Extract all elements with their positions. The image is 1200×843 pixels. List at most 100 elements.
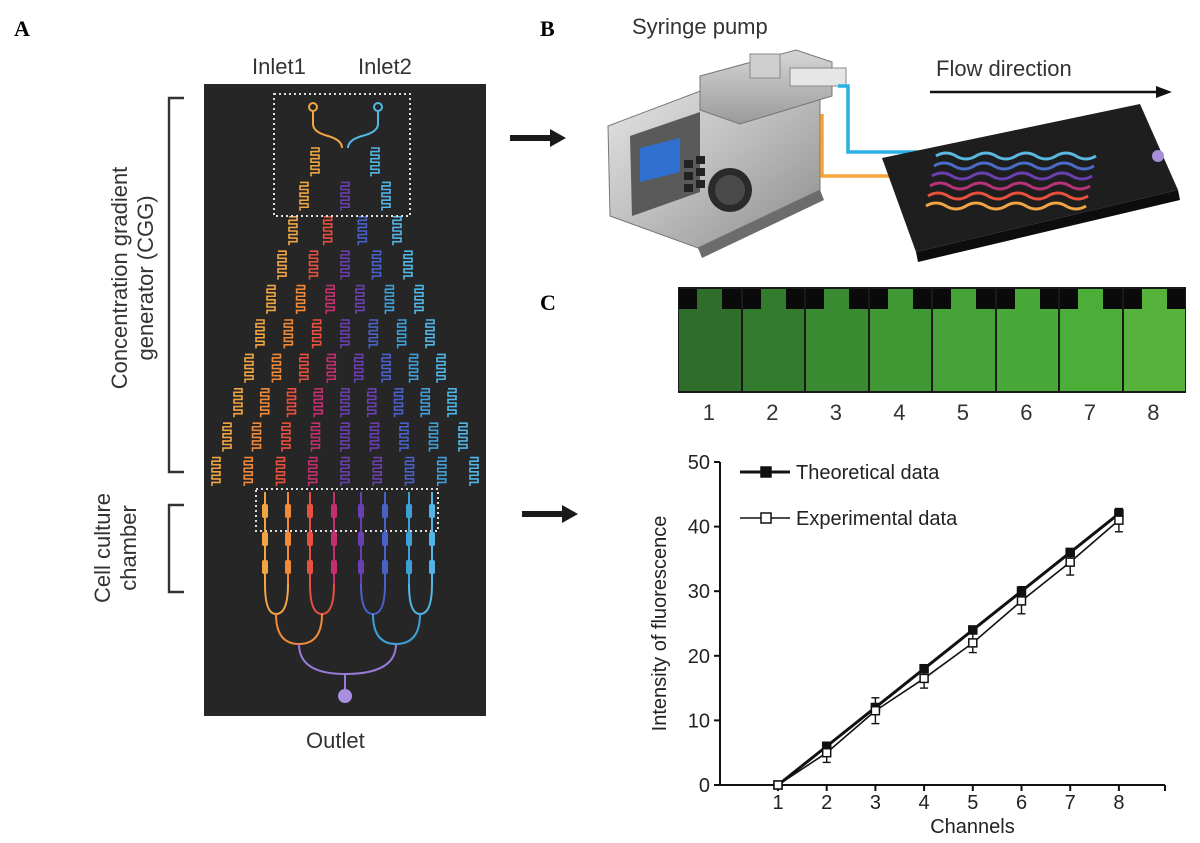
- serpentine-channel: [404, 456, 415, 486]
- serpentine-channel: [283, 319, 294, 349]
- serpentine-channel: [436, 353, 446, 383]
- serpentine-channel: [222, 422, 232, 452]
- serpentine-channel: [340, 388, 350, 418]
- serpentine-channel: [299, 353, 309, 383]
- outlet-port: [338, 689, 352, 703]
- chamber-notch: [1123, 289, 1142, 309]
- chamber-notch: [849, 289, 868, 309]
- cgg-label-line1: Concentration gradient: [107, 166, 132, 390]
- serpentine-channel: [299, 181, 309, 211]
- serpentine-channel: [357, 216, 368, 246]
- y-tick-label: 10: [688, 710, 710, 732]
- x-tick-label: 8: [1113, 792, 1124, 814]
- y-axis-label: Intensity of fluorescence: [649, 516, 671, 732]
- chamber-notch: [806, 289, 825, 309]
- serpentine-channel: [311, 319, 322, 349]
- channel-number-label: 3: [829, 400, 842, 425]
- serpentine-channel: [381, 181, 391, 211]
- culture-chamber: [429, 504, 435, 518]
- fluorescence-image-strip: [678, 287, 1186, 393]
- chamber-notch: [785, 289, 804, 309]
- fluorescence-chamber-7: [1060, 289, 1122, 391]
- data-point: [870, 705, 881, 716]
- culture-chamber: [331, 532, 337, 546]
- serpentine-channel: [396, 319, 407, 349]
- serpentine-channel: [392, 216, 402, 246]
- channel-number-label: 6: [1020, 400, 1033, 425]
- x-tick-label: 1: [772, 792, 783, 814]
- channel-number-label: 2: [766, 400, 779, 425]
- serpentine-channel: [381, 353, 391, 383]
- serpentine-channel: [428, 422, 439, 452]
- outlet-channel: [264, 583, 289, 616]
- culture-chamber: [307, 504, 313, 518]
- y-tick-label: 20: [688, 646, 710, 668]
- serpentine-channel: [310, 422, 321, 452]
- serpentine-channel: [372, 456, 383, 486]
- chamber-notch: [933, 289, 952, 309]
- culture-chamber: [406, 560, 412, 574]
- serpentine-channel: [353, 353, 364, 383]
- x-axis-label: Channels: [930, 816, 1015, 838]
- legend-label: Experimental data: [796, 508, 958, 530]
- chamber-zoom-box: [255, 488, 439, 532]
- culture-chamber: [429, 532, 435, 546]
- serpentine-channel: [233, 388, 243, 418]
- fluorescence-chamber-4: [869, 289, 931, 391]
- culture-chamber: [429, 560, 435, 574]
- fluorescence-chamber-5: [933, 289, 995, 391]
- chamber-notch: [1060, 289, 1079, 309]
- culture-chamber: [382, 504, 388, 518]
- culture-chamber: [382, 560, 388, 574]
- outlet-channel: [408, 583, 433, 616]
- inlet1-channel: [312, 111, 343, 149]
- serpentine-channel: [366, 388, 377, 418]
- serpentine-channel: [259, 388, 270, 418]
- chamber-label: Cell culture chamber: [90, 478, 146, 618]
- serpentine-channel: [399, 422, 409, 452]
- chamber-notch: [742, 289, 761, 309]
- panel-letter-a: A: [14, 16, 30, 41]
- outlet-channel: [309, 583, 335, 616]
- legend-marker: [760, 466, 772, 478]
- serpentine-channel: [251, 422, 262, 452]
- inlet1-port: [308, 102, 318, 112]
- culture-chamber: [406, 504, 412, 518]
- serpentine-channel: [326, 353, 337, 383]
- outlet-channel: [298, 643, 397, 676]
- culture-chamber: [358, 504, 364, 518]
- serpentine-channel: [266, 284, 276, 314]
- x-tick-label: 4: [919, 792, 930, 814]
- serpentine-channel: [368, 319, 379, 349]
- data-point: [1016, 596, 1027, 606]
- culture-chamber: [307, 532, 313, 546]
- chamber-notch: [1166, 289, 1185, 309]
- culture-chamber: [358, 532, 364, 546]
- serpentine-channel: [340, 319, 350, 349]
- culture-chamber: [262, 560, 268, 574]
- data-point: [1065, 557, 1075, 567]
- serpentine-channel: [255, 319, 265, 349]
- serpentine-channel: [384, 284, 395, 314]
- syringe-pump-photo: [607, 49, 1180, 262]
- y-tick-label: 40: [688, 517, 710, 539]
- chamber-notch: [722, 289, 741, 309]
- chamber-notch: [679, 289, 698, 309]
- chamber-notch: [1103, 289, 1122, 309]
- serpentine-channel: [458, 422, 468, 452]
- chamber-notch: [869, 289, 888, 309]
- chamber-notch: [912, 289, 931, 309]
- pump-label: Syringe pump: [632, 14, 768, 39]
- inlet1-label: Inlet1: [252, 54, 306, 79]
- serpentine-channel: [425, 319, 435, 349]
- channel-number-label: 5: [956, 400, 969, 425]
- serpentine-channel: [275, 456, 286, 486]
- outlet-channel: [275, 613, 323, 646]
- culture-chamber: [285, 560, 291, 574]
- chamber-notch: [996, 289, 1015, 309]
- fluorescence-chamber-6: [996, 289, 1058, 391]
- series-line-1: [777, 512, 1120, 787]
- culture-chamber: [331, 504, 337, 518]
- channel-number-label: 4: [893, 400, 906, 425]
- chamber-notch: [976, 289, 995, 309]
